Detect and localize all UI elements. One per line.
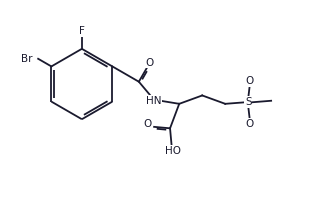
Text: HO: HO — [165, 146, 181, 156]
Text: S: S — [245, 97, 251, 107]
Text: F: F — [79, 26, 85, 36]
Text: HN: HN — [146, 96, 161, 106]
Text: O: O — [245, 76, 254, 86]
Text: O: O — [146, 58, 154, 67]
Text: Br: Br — [20, 54, 32, 64]
Text: O: O — [245, 119, 254, 129]
Text: O: O — [143, 119, 152, 129]
